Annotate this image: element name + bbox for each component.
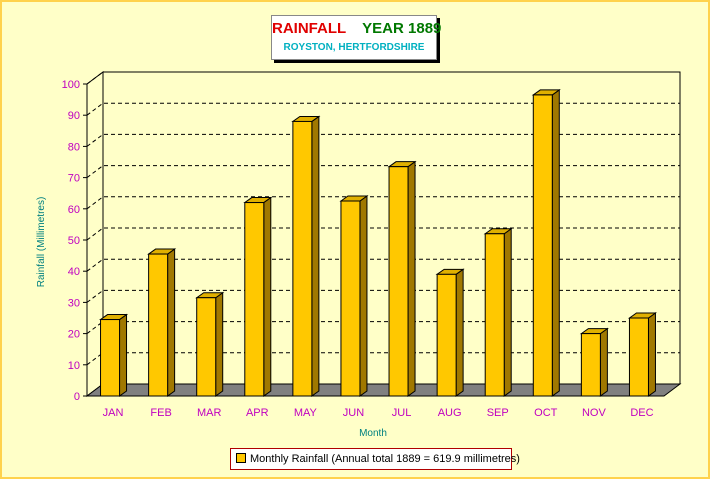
x-tick-label: OCT xyxy=(534,407,558,419)
x-tick-label: NOV xyxy=(582,407,607,419)
bar xyxy=(580,333,601,397)
bar-side xyxy=(407,160,416,397)
bar xyxy=(628,317,649,397)
bar xyxy=(436,273,457,397)
y-tick-label: 50 xyxy=(68,235,80,247)
x-tick-label: APR xyxy=(246,407,269,419)
bar-side xyxy=(263,196,272,397)
y-tick-label: 20 xyxy=(68,329,80,341)
bar-side xyxy=(311,115,320,397)
bar-side xyxy=(551,88,560,397)
bar xyxy=(148,253,169,397)
bar-side xyxy=(167,248,176,397)
y-tick-label: 60 xyxy=(68,204,80,216)
x-tick-label: JUL xyxy=(392,407,412,419)
title-year: YEAR 1889 xyxy=(362,20,442,37)
y-tick-label: 90 xyxy=(68,110,80,122)
bar-side xyxy=(455,268,464,397)
bar-side xyxy=(359,195,368,397)
x-tick-label: FEB xyxy=(150,407,171,419)
x-tick-label: MAR xyxy=(197,407,222,419)
bar xyxy=(340,200,361,397)
x-tick-label: SEP xyxy=(487,407,509,419)
bar-side xyxy=(503,227,512,397)
bar xyxy=(532,94,553,397)
legend-label: Monthly Rainfall (Annual total 1889 = 61… xyxy=(250,453,520,465)
y-axis-title: Rainfall (Millimetres) xyxy=(36,197,47,288)
y-tick-label: 0 xyxy=(74,391,80,403)
title-rainfall: RAINFALL xyxy=(272,20,347,37)
x-tick-label: DEC xyxy=(630,407,653,419)
bar xyxy=(100,319,121,397)
legend: Monthly Rainfall (Annual total 1889 = 61… xyxy=(230,448,520,470)
bar-side xyxy=(215,291,224,397)
y-tick-label: 80 xyxy=(68,141,80,153)
y-tick-label: 10 xyxy=(68,360,80,372)
bar xyxy=(388,166,409,397)
bar xyxy=(196,297,217,397)
bar xyxy=(484,233,505,397)
bar xyxy=(244,202,265,397)
y-tick-label: 70 xyxy=(68,173,80,185)
chart-title: RAINFALL YEAR 1889 xyxy=(272,19,441,39)
chart-title-box: RAINFALL YEAR 1889 ROYSTON, HERTFORDSHIRE xyxy=(271,15,441,60)
bar-side xyxy=(647,312,656,397)
bar xyxy=(292,120,313,397)
y-tick-label: 100 xyxy=(62,79,80,91)
x-tick-label: AUG xyxy=(438,407,462,419)
x-axis-title: Month xyxy=(359,428,387,439)
chart-subtitle: ROYSTON, HERTFORDSHIRE xyxy=(283,42,425,53)
bar-side xyxy=(599,327,608,397)
legend-swatch xyxy=(236,453,246,463)
x-tick-label: JAN xyxy=(103,407,124,419)
bar-side xyxy=(119,313,128,397)
y-tick-label: 40 xyxy=(68,266,80,278)
x-tick-label: MAY xyxy=(294,407,318,419)
x-tick-label: JUN xyxy=(343,407,364,419)
y-tick-label: 30 xyxy=(68,297,80,309)
